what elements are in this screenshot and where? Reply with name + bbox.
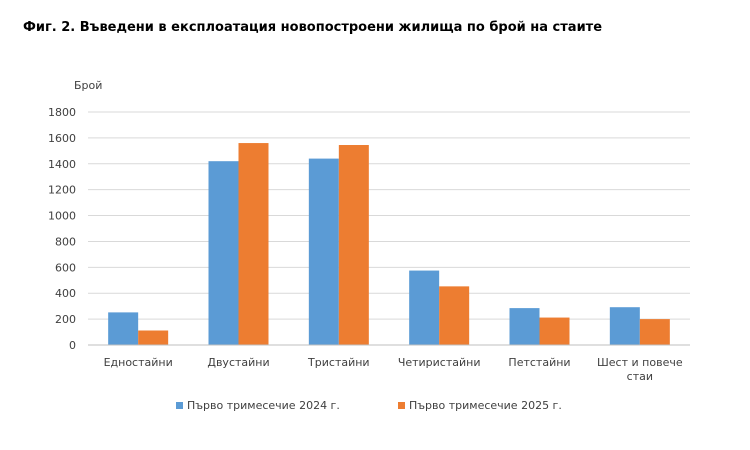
legend-label: Първо тримесечие 2024 г. [187, 399, 340, 412]
y-tick-label: 1200 [48, 184, 76, 197]
y-tick-label: 1800 [48, 106, 76, 119]
y-tick-label: 1400 [48, 158, 76, 171]
legend-label: Първо тримесечие 2025 г. [409, 399, 562, 412]
bar-2025-2 [238, 143, 269, 345]
bar-2024-3 [308, 158, 339, 345]
bar-2025-6 [639, 319, 670, 345]
x-tick-label: Четиристайни [398, 356, 481, 369]
gridlines [88, 111, 690, 320]
x-tick-label: Двустайни [207, 356, 269, 369]
bar-2025-3 [338, 145, 369, 345]
x-tick-label: стаи [627, 370, 653, 383]
bar-2025-5 [539, 317, 570, 345]
bar-2024-1 [108, 312, 139, 345]
bar-2024-6 [609, 307, 640, 345]
figure-title: Фиг. 2. Въведени в експлоатация новопост… [23, 20, 603, 35]
bar-2024-5 [509, 308, 540, 345]
legend-swatch [176, 402, 183, 409]
x-tick-label: Едностайни [104, 356, 173, 369]
y-axis-ticks: 0 200 400 600 800 1000 1200 1400 1600 1800 [48, 106, 76, 352]
bar-2024-2 [208, 161, 239, 345]
x-tick-label: Петстайни [508, 356, 570, 369]
y-tick-label: 800 [55, 235, 76, 248]
y-tick-label: 600 [55, 261, 76, 274]
y-tick-label: 1600 [48, 132, 76, 145]
legend: Първо тримесечие 2024 г. Първо тримесечие… [176, 399, 562, 412]
legend-swatch [398, 402, 405, 409]
x-axis-labels: Едностайни Двустайни Тристайни Четиристайни… [104, 356, 683, 383]
y-tick-label: 200 [55, 313, 76, 326]
y-axis-label: Брой [74, 79, 102, 92]
x-tick-label: Тристайни [307, 356, 370, 369]
bars [108, 143, 670, 345]
bar-2024-4 [409, 270, 440, 345]
y-tick-label: 1000 [48, 210, 76, 223]
x-tick-label: Шест и повече [597, 356, 683, 369]
bar-2025-4 [439, 286, 470, 345]
y-tick-label: 400 [55, 287, 76, 300]
y-tick-label: 0 [69, 339, 76, 352]
bar-2025-1 [138, 330, 169, 345]
